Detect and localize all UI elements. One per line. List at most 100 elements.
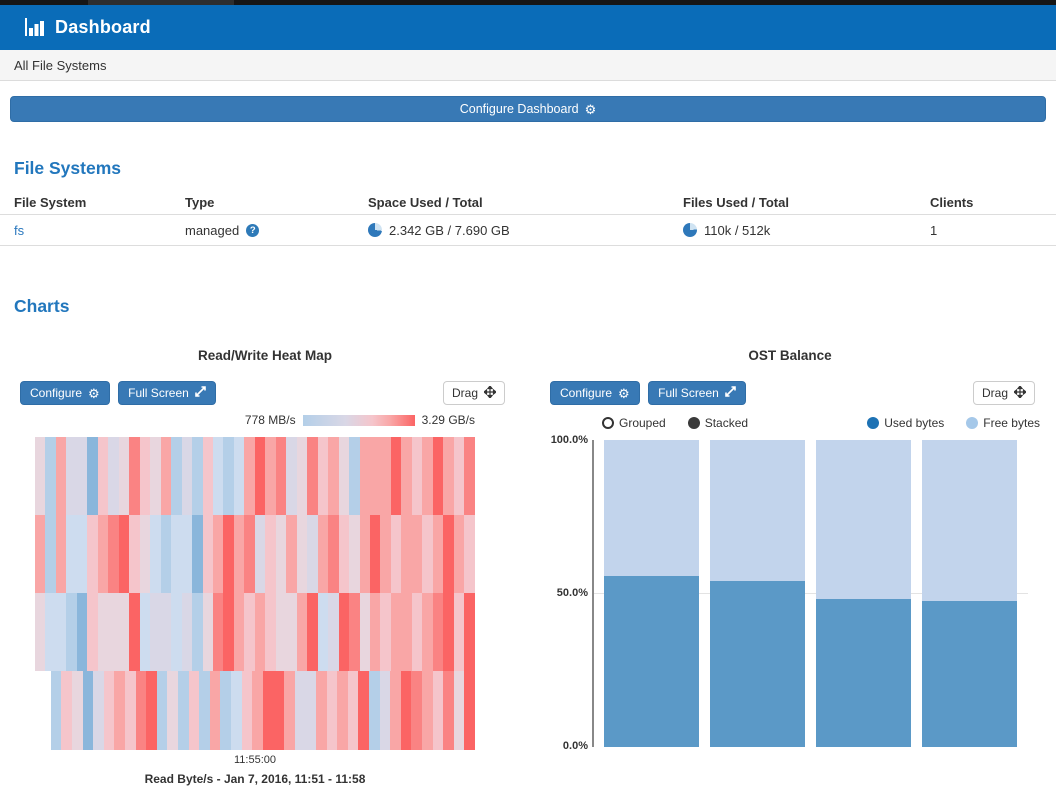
ost-bar bbox=[604, 440, 699, 747]
heatmap-cell bbox=[241, 671, 253, 750]
heatmap-cell bbox=[118, 437, 130, 515]
heatmap-cell bbox=[265, 437, 276, 515]
ost-fullscreen-button[interactable]: Full Screen bbox=[648, 381, 746, 405]
heatmap-cell bbox=[265, 593, 276, 671]
heatmap-cell bbox=[338, 593, 350, 671]
heatmap-cell bbox=[443, 671, 454, 750]
heatmap-cell bbox=[87, 593, 98, 671]
heatmap-cell bbox=[422, 515, 433, 593]
heatmap-cell bbox=[209, 671, 221, 750]
heatmap-cell bbox=[35, 437, 46, 515]
heatmap-cell bbox=[139, 515, 151, 593]
heatmap-cell bbox=[212, 437, 224, 515]
help-icon[interactable]: ? bbox=[246, 223, 260, 237]
heatmap-cell bbox=[432, 671, 444, 750]
drag-label: Drag bbox=[451, 386, 478, 400]
ost-title: OST Balance bbox=[748, 348, 832, 363]
heatmap-cell bbox=[328, 515, 339, 593]
y-tick-100: 100.0% bbox=[550, 434, 588, 446]
used-bytes-segment bbox=[816, 598, 911, 747]
heatmap-cell bbox=[400, 671, 412, 750]
heatmap-cell bbox=[244, 437, 255, 515]
heatmap-cell bbox=[305, 671, 316, 750]
configure-dashboard-button[interactable]: Configure Dashboard ⚙ bbox=[10, 96, 1046, 122]
configure-label: Configure bbox=[30, 386, 83, 400]
heatmap-cell bbox=[156, 671, 168, 750]
grouped-radio[interactable]: Grouped bbox=[602, 416, 666, 430]
breadcrumb[interactable]: All File Systems bbox=[14, 57, 107, 73]
charts-heading: Charts bbox=[14, 296, 70, 316]
heatmap-cell bbox=[286, 515, 297, 593]
filesystem-link[interactable]: fs bbox=[14, 222, 25, 238]
heatmap-cell bbox=[443, 593, 454, 671]
ost-plot bbox=[592, 440, 1028, 747]
ost-bar bbox=[922, 440, 1017, 747]
heatmap-cell bbox=[380, 593, 391, 671]
heatmap-cell bbox=[296, 593, 308, 671]
heatmap-cell bbox=[273, 671, 285, 750]
heatmap-cell bbox=[45, 515, 56, 593]
full-screen-label: Full Screen bbox=[658, 386, 719, 400]
ost-bar bbox=[816, 440, 911, 747]
col-clients: Clients bbox=[930, 194, 974, 210]
bar-chart-icon bbox=[24, 17, 46, 38]
heatmap-cell bbox=[129, 437, 140, 515]
heatmap-configure-button[interactable]: Configure ⚙ bbox=[20, 381, 110, 405]
clients-value: 1 bbox=[930, 222, 938, 238]
heatmap-cell bbox=[337, 671, 348, 750]
drag-label: Drag bbox=[981, 386, 1008, 400]
heatmap-cell bbox=[275, 515, 287, 593]
heatmap-cell bbox=[453, 593, 465, 671]
ost-drag-button[interactable]: Drag bbox=[972, 381, 1035, 405]
heatmap-cell bbox=[380, 437, 391, 515]
heatmap-cell bbox=[296, 437, 308, 515]
heatmap-row bbox=[35, 437, 475, 515]
space-value: 2.342 GB / 7.690 GB bbox=[389, 222, 510, 238]
heatmap-fullscreen-button[interactable]: Full Screen bbox=[118, 381, 216, 405]
window-top-strip bbox=[0, 0, 1056, 5]
legend-used-bytes[interactable]: Used bytes bbox=[867, 416, 944, 430]
heatmap-cell bbox=[254, 437, 266, 515]
move-icon bbox=[1013, 384, 1027, 401]
ost-configure-button[interactable]: Configure ⚙ bbox=[550, 381, 640, 405]
heatmap-cell bbox=[368, 671, 380, 750]
heatmap-cell bbox=[244, 593, 255, 671]
heatmap-cell bbox=[233, 515, 245, 593]
heatmap-cell bbox=[181, 515, 193, 593]
gear-icon: ⚙ bbox=[584, 101, 597, 117]
stacked-label: Stacked bbox=[704, 416, 749, 430]
heatmap-cell bbox=[212, 593, 224, 671]
heatmap-cell bbox=[317, 593, 329, 671]
free-bytes-segment bbox=[604, 440, 699, 577]
heatmap-cell bbox=[181, 437, 193, 515]
heatmap-cell bbox=[171, 593, 182, 671]
heatmap-cell bbox=[202, 593, 213, 671]
legend-free-bytes[interactable]: Free bytes bbox=[966, 416, 1040, 430]
heatmap-cell bbox=[286, 593, 297, 671]
col-files: Files Used / Total bbox=[683, 194, 789, 210]
used-bytes-segment bbox=[922, 600, 1017, 747]
stacked-radio[interactable]: Stacked bbox=[687, 416, 749, 430]
heatmap-cell bbox=[192, 437, 203, 515]
heatmap-cell bbox=[390, 515, 402, 593]
files-value: 110k / 512k bbox=[704, 222, 771, 238]
heatmap-cell bbox=[252, 671, 263, 750]
heatmap-cell bbox=[150, 515, 161, 593]
heatmap-cell bbox=[464, 515, 475, 593]
gear-icon: ⚙ bbox=[88, 385, 100, 401]
heatmap-cell bbox=[359, 593, 370, 671]
heatmap-cell bbox=[108, 515, 119, 593]
heatmap-drag-button[interactable]: Drag bbox=[442, 381, 505, 405]
heatmap-cell bbox=[220, 671, 232, 750]
heatmap-cell bbox=[139, 593, 151, 671]
heatmap-cell bbox=[61, 671, 72, 750]
col-type: Type bbox=[185, 194, 215, 210]
heatmap-cell bbox=[45, 437, 56, 515]
heatmap-cell bbox=[390, 671, 401, 750]
heatmap-cell bbox=[118, 515, 130, 593]
heatmap-cell bbox=[192, 515, 203, 593]
heatmap-cell bbox=[464, 593, 475, 671]
heatmap-cell bbox=[338, 437, 350, 515]
ost-controls-row: Grouped Stacked Used bytes Free bytes bbox=[602, 416, 1040, 430]
heatmap-cell bbox=[328, 593, 339, 671]
